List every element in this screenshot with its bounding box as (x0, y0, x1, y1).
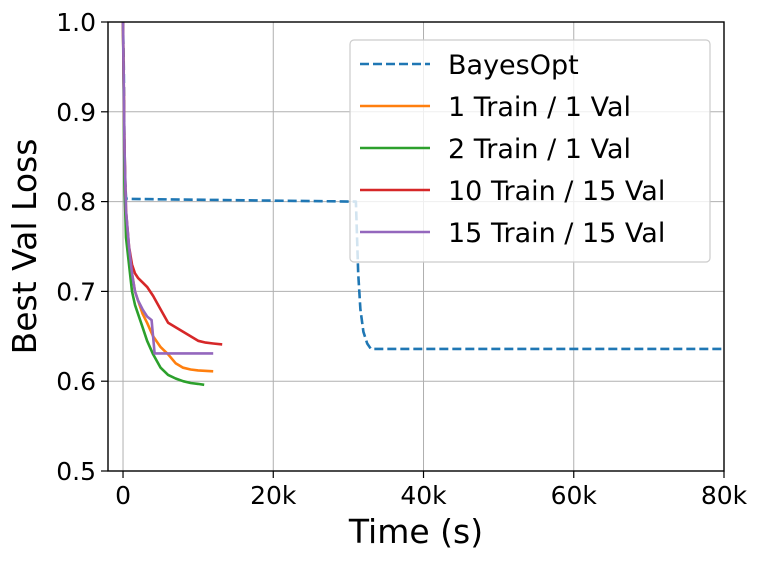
x-tick-label: 60k (551, 481, 598, 510)
legend-label: 1 Train / 1 Val (448, 92, 631, 123)
plot-frame (107, 21, 725, 472)
x-tick-label: 0 (115, 481, 131, 510)
y-tick-label: 0.8 (56, 188, 96, 217)
series-line-2 (121, 21, 214, 373)
y-axis-label: Best Val Loss (5, 139, 44, 355)
y-tick-label: 1.0 (56, 8, 96, 37)
legend-box (349, 39, 711, 263)
x-tick-label: 80k (701, 481, 748, 510)
y-tick-label: 0.6 (56, 367, 96, 396)
x-axis-label: Time (s) (348, 512, 483, 551)
series-line-3 (121, 21, 205, 387)
y-tick-label: 0.9 (56, 98, 96, 127)
legend-label: 15 Train / 15 Val (448, 218, 665, 249)
series-line-5 (121, 21, 214, 355)
y-tick-label: 0.7 (56, 277, 96, 306)
legend: BayesOpt 1 Train / 1 Val 2 Train / 1 Val 10… (349, 39, 711, 263)
legend-label: 10 Train / 15 Val (448, 176, 665, 207)
axis-ticks: 0 20k 40k 60k 80k 0.5 0.6 0.7 0.8 0.9 1.0 (56, 8, 747, 510)
x-tick-label: 20k (250, 481, 297, 510)
legend-label: BayesOpt (448, 50, 579, 81)
x-tick-label: 40k (400, 481, 447, 510)
y-tick-label: 0.5 (56, 457, 96, 486)
legend-label: 2 Train / 1 Val (448, 134, 631, 165)
